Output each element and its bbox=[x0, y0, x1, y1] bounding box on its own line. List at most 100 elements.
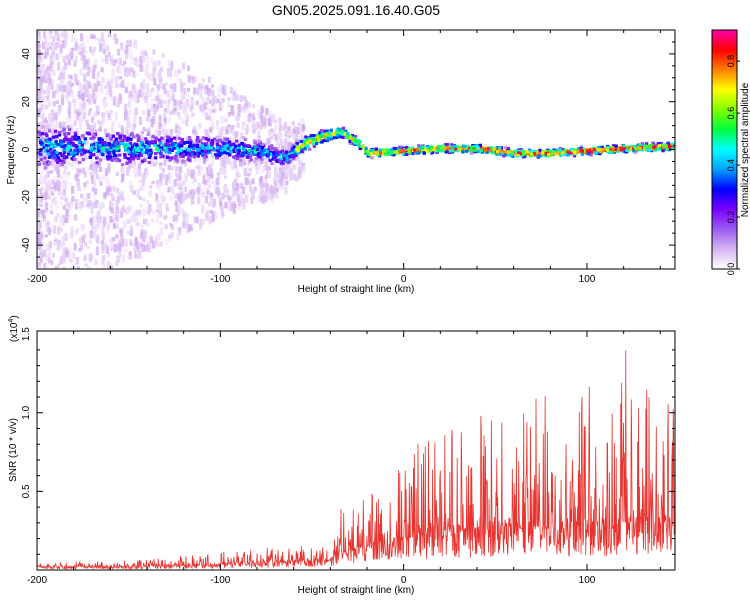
heat-cell bbox=[41, 209, 45, 218]
heat-cell bbox=[103, 192, 107, 198]
heat-cell bbox=[209, 192, 213, 197]
heat-cell bbox=[254, 124, 259, 131]
heat-cell bbox=[193, 76, 197, 83]
heat-cell bbox=[284, 130, 288, 137]
heat-cell bbox=[128, 158, 132, 162]
heat-cell bbox=[82, 167, 86, 175]
heat-cell bbox=[242, 201, 246, 210]
heat-cell bbox=[43, 117, 47, 123]
heat-cell bbox=[145, 169, 149, 177]
heat-cell bbox=[101, 78, 105, 84]
heat-cell bbox=[267, 141, 271, 149]
heat-cell bbox=[214, 186, 219, 194]
heat-cell bbox=[140, 91, 144, 98]
heat-cell bbox=[159, 173, 163, 182]
heat-cell bbox=[108, 32, 112, 38]
heat-cell bbox=[59, 175, 63, 179]
heat-cell bbox=[312, 144, 316, 148]
heat-cell bbox=[228, 111, 232, 116]
heat-cell bbox=[131, 93, 135, 100]
heat-cell bbox=[503, 145, 507, 149]
heat-cell bbox=[48, 63, 53, 72]
heat-cell bbox=[293, 164, 297, 170]
heat-cell bbox=[107, 51, 111, 58]
heat-cell bbox=[102, 261, 106, 269]
heat-cell bbox=[254, 160, 258, 167]
heat-cell bbox=[46, 42, 50, 49]
heat-cell bbox=[77, 81, 81, 85]
heat-cell bbox=[78, 117, 82, 123]
heat-cell bbox=[128, 181, 133, 190]
heat-cell bbox=[140, 173, 144, 179]
heat-cell bbox=[80, 112, 84, 120]
heat-cell bbox=[128, 238, 133, 243]
heat-cell bbox=[175, 123, 179, 128]
heat-cell bbox=[111, 196, 116, 202]
heat-cell bbox=[38, 222, 42, 227]
heat-cell bbox=[74, 55, 78, 64]
heat-cell bbox=[54, 30, 58, 36]
heat-cell bbox=[192, 130, 196, 134]
heat-cell bbox=[268, 150, 272, 154]
heat-cell bbox=[151, 87, 155, 92]
heat-cell bbox=[142, 219, 147, 224]
heat-cell bbox=[161, 154, 165, 158]
heat-cell bbox=[171, 94, 175, 102]
heat-cell bbox=[37, 60, 41, 69]
heat-cell bbox=[76, 130, 80, 136]
heat-cell bbox=[229, 150, 234, 154]
heat-cell bbox=[51, 267, 55, 269]
heat-cell bbox=[236, 193, 240, 202]
heat-cell bbox=[199, 104, 203, 112]
heat-cell bbox=[286, 135, 291, 141]
heat-cell bbox=[158, 114, 162, 123]
heat-cell bbox=[37, 144, 41, 149]
heat-cell bbox=[65, 209, 69, 217]
heat-cell bbox=[54, 216, 58, 223]
heat-cell bbox=[259, 112, 264, 121]
heat-cell bbox=[262, 182, 266, 188]
heat-cell bbox=[55, 53, 59, 61]
heat-cell bbox=[48, 147, 53, 151]
heat-cell bbox=[68, 117, 72, 122]
heat-cell bbox=[219, 108, 223, 112]
heat-cell bbox=[85, 87, 90, 96]
heat-cell bbox=[197, 83, 202, 88]
heat-cell bbox=[37, 216, 41, 224]
heat-cell bbox=[59, 125, 63, 132]
heat-cell bbox=[74, 109, 78, 114]
heat-cell bbox=[237, 103, 241, 113]
heat-cell bbox=[96, 111, 100, 115]
heat-cell bbox=[54, 185, 59, 191]
heat-cell bbox=[62, 55, 66, 63]
heat-cell bbox=[239, 198, 243, 203]
heat-cell bbox=[175, 214, 179, 222]
heat-cell bbox=[211, 193, 215, 199]
heat-cell bbox=[43, 215, 47, 222]
heat-cell bbox=[616, 146, 620, 150]
heat-cell bbox=[37, 225, 41, 235]
heat-cell bbox=[200, 83, 205, 90]
heat-cell bbox=[49, 151, 54, 155]
heat-cell bbox=[45, 182, 49, 188]
heat-cell bbox=[135, 168, 140, 175]
heat-cell bbox=[178, 102, 183, 110]
heat-cell bbox=[112, 213, 116, 219]
heat-cell bbox=[105, 110, 109, 115]
heat-cell bbox=[39, 198, 43, 203]
heat-cell bbox=[120, 128, 125, 135]
heat-cell bbox=[43, 175, 47, 184]
heat-cell bbox=[110, 60, 114, 66]
heat-cell bbox=[136, 154, 140, 158]
heat-cell bbox=[137, 89, 142, 98]
heat-cell bbox=[101, 154, 106, 158]
heat-cell bbox=[229, 127, 233, 134]
heat-cell bbox=[132, 190, 136, 195]
heat-cell bbox=[44, 78, 48, 84]
heat-cell bbox=[180, 138, 185, 142]
heat-cell bbox=[157, 210, 162, 218]
heat-cell bbox=[101, 112, 105, 117]
heat-cell bbox=[92, 194, 96, 202]
heat-cell bbox=[46, 187, 50, 196]
heat-cell bbox=[51, 130, 55, 138]
